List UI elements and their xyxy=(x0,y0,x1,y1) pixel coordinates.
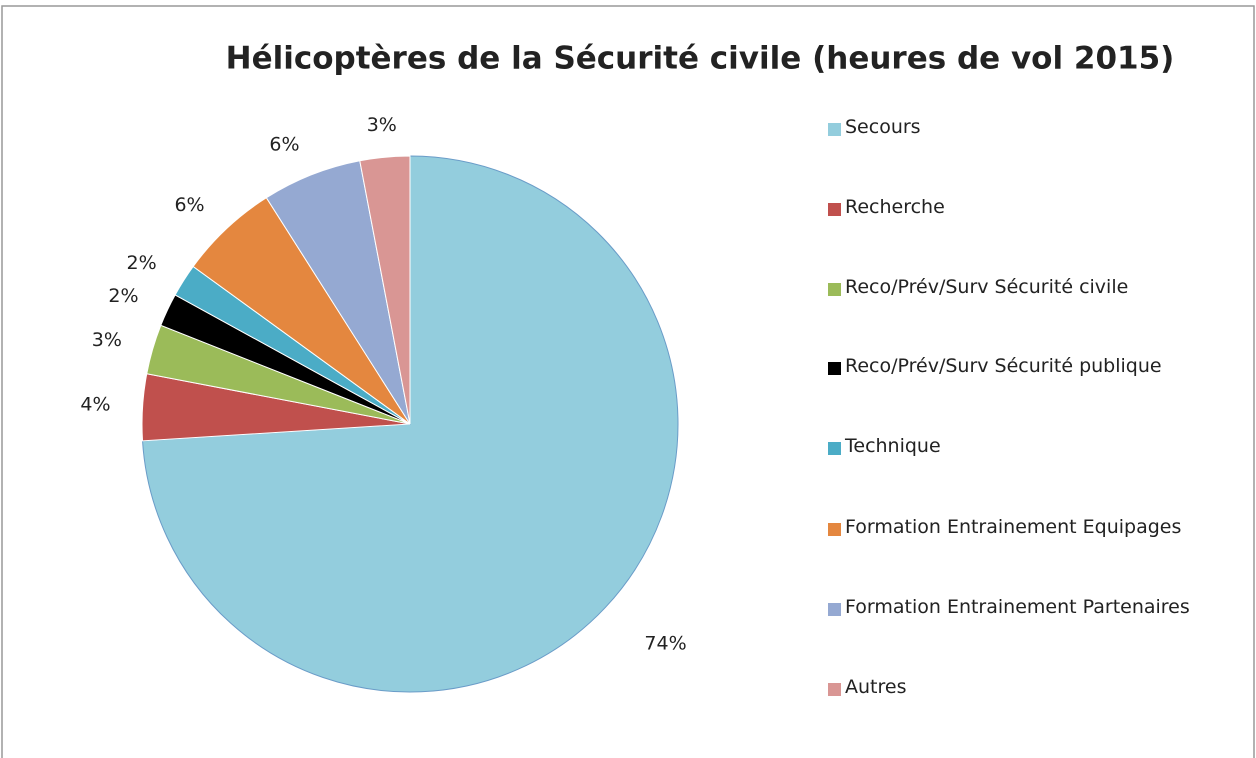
data-label: 74% xyxy=(644,633,686,655)
pie-slice xyxy=(359,155,411,425)
legend-label: Secours xyxy=(845,116,921,138)
legend-label: Technique xyxy=(845,435,941,457)
legend-swatch xyxy=(828,442,841,455)
legend-item: Reco/Prév/Surv Sécurité publique xyxy=(828,355,1228,381)
legend-swatch xyxy=(828,603,841,616)
legend-swatch xyxy=(828,683,841,696)
data-label: 2% xyxy=(127,252,157,274)
legend-item: Secours xyxy=(828,116,1228,142)
legend-item: Autres xyxy=(828,676,1228,702)
legend-item: Technique xyxy=(828,435,1228,461)
legend-label: Formation Entrainement Equipages xyxy=(845,516,1182,538)
legend-label: Autres xyxy=(845,676,907,698)
data-label: 3% xyxy=(92,329,122,351)
legend-label: Reco/Prév/Surv Sécurité publique xyxy=(845,355,1162,377)
legend-item: Formation Entrainement Equipages xyxy=(828,516,1228,542)
legend-label: Recherche xyxy=(845,196,945,218)
data-label: 6% xyxy=(269,134,299,156)
legend-swatch xyxy=(828,283,841,296)
legend-item: Reco/Prév/Surv Sécurité civile xyxy=(828,276,1228,302)
legend-label: Reco/Prév/Surv Sécurité civile xyxy=(845,276,1129,298)
data-label: 2% xyxy=(108,285,138,307)
data-label: 4% xyxy=(80,394,110,416)
legend-item: Formation Entrainement Partenaires xyxy=(828,596,1228,622)
legend-swatch xyxy=(828,362,841,375)
legend-swatch xyxy=(828,123,841,136)
legend-swatch xyxy=(828,203,841,216)
legend-item: Recherche xyxy=(828,196,1228,222)
data-label: 6% xyxy=(174,194,204,216)
legend-swatch xyxy=(828,523,841,536)
data-label: 3% xyxy=(367,114,397,136)
chart-title: Hélicoptères de la Sécurité civile (heur… xyxy=(226,41,1175,77)
legend-label: Formation Entrainement Partenaires xyxy=(845,596,1190,618)
